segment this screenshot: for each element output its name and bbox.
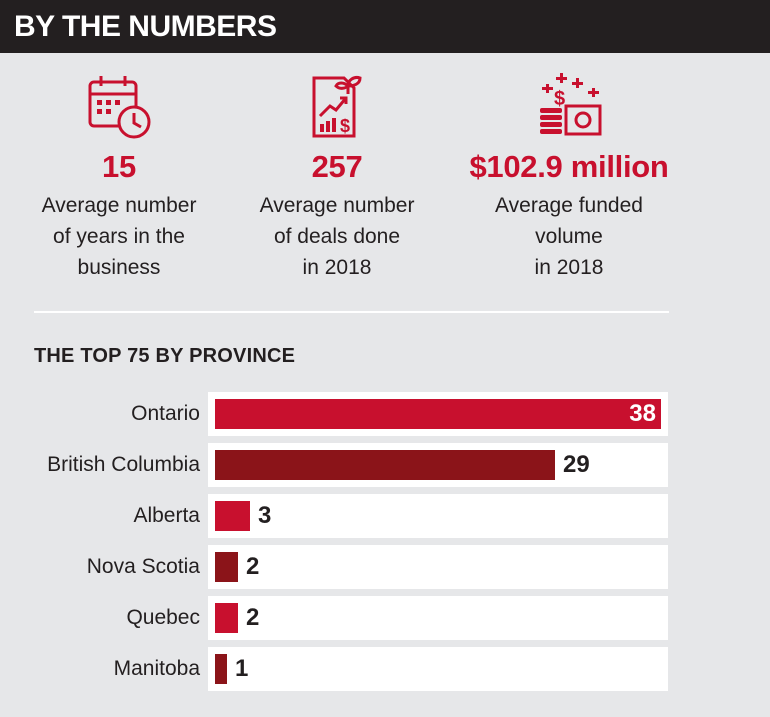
data-label: 2 bbox=[246, 553, 260, 580]
stat-label: Average number of deals done in 2018 bbox=[259, 194, 415, 279]
data-label: 38 bbox=[629, 400, 656, 427]
bar-track: 2 bbox=[208, 545, 668, 589]
stat-deals: $ 257 Average number of deals done in 20… bbox=[227, 72, 447, 283]
stat-value: $102.9 million bbox=[469, 149, 669, 184]
bar-track: 2 bbox=[208, 596, 668, 640]
bar-track: 38 bbox=[208, 392, 668, 436]
data-label: 1 bbox=[235, 655, 249, 682]
stat-value: 15 bbox=[102, 149, 136, 184]
data-label: 3 bbox=[258, 502, 272, 529]
stat-volume: $ $102.9 million Average funded volume i… bbox=[459, 72, 679, 283]
data-label: 29 bbox=[563, 451, 590, 478]
chart-title: THE TOP 75 BY PROVINCE bbox=[34, 345, 296, 367]
category-label: Manitoba bbox=[113, 657, 200, 680]
bar bbox=[215, 501, 250, 531]
bar bbox=[215, 450, 555, 480]
stat-value: 257 bbox=[311, 149, 363, 184]
bar-track: 1 bbox=[208, 647, 668, 691]
svg-text:$: $ bbox=[554, 88, 565, 110]
header-bar: BY THE NUMBERS bbox=[0, 0, 770, 53]
stat-years: 15 Average number of years in the busine… bbox=[9, 72, 229, 283]
category-label: Quebec bbox=[126, 606, 200, 629]
bar-track: 29 bbox=[208, 443, 668, 487]
category-label: Alberta bbox=[133, 504, 200, 527]
stat-label: Average funded volume in 2018 bbox=[495, 194, 643, 279]
bar bbox=[215, 399, 661, 429]
section-divider bbox=[34, 311, 669, 313]
category-label: Nova Scotia bbox=[86, 555, 200, 578]
growth-document-icon: $ bbox=[312, 76, 362, 138]
category-label: Ontario bbox=[131, 402, 200, 425]
calendar-clock-icon bbox=[88, 76, 151, 139]
category-label: British Columbia bbox=[47, 453, 200, 476]
bar bbox=[215, 603, 238, 633]
svg-text:$: $ bbox=[340, 116, 350, 136]
data-label: 2 bbox=[246, 604, 260, 631]
stat-label: Average number of years in the business bbox=[41, 194, 197, 279]
page-title: BY THE NUMBERS bbox=[14, 10, 277, 43]
bar-track: 3 bbox=[208, 494, 668, 538]
bar bbox=[215, 552, 238, 582]
bar bbox=[215, 654, 227, 684]
money-stack-icon: $ bbox=[540, 73, 602, 136]
